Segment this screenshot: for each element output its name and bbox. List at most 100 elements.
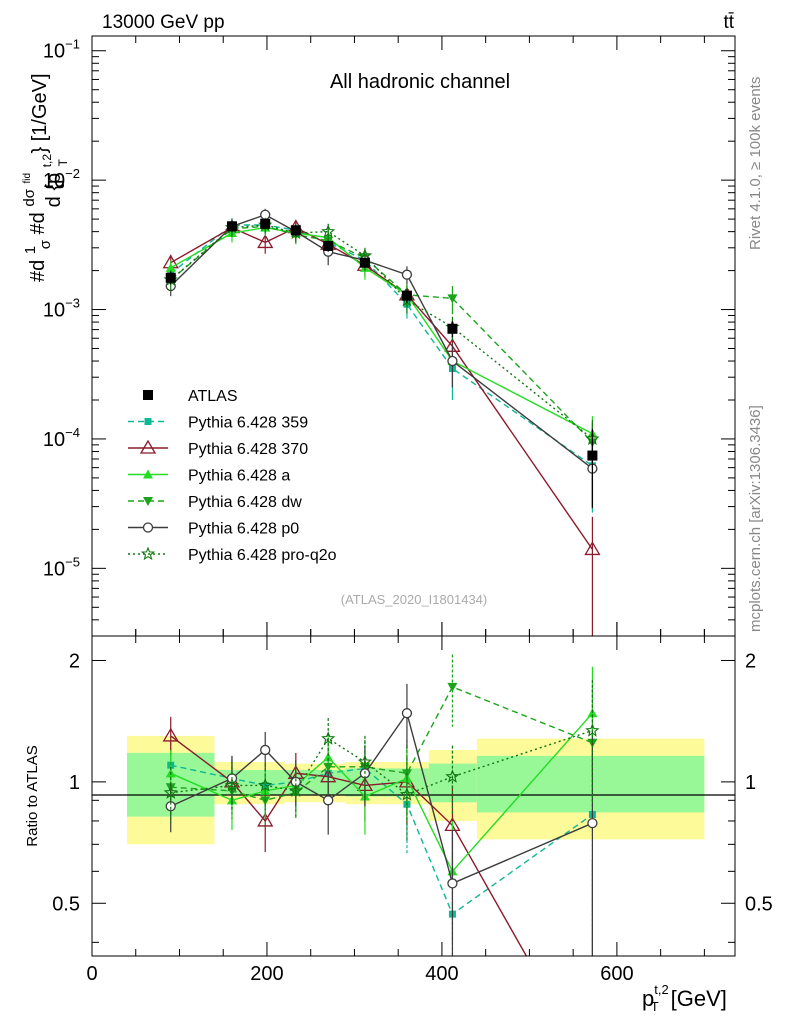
y-tick-base: 10: [43, 429, 65, 451]
top-panel-frame: [91, 35, 736, 637]
x-tick-label: 200: [250, 963, 283, 985]
ratio-point-pq2o: [224, 777, 240, 792]
y-tick-label: 10−4: [43, 425, 80, 451]
ylabel-dp: d {p: [43, 173, 65, 207]
series-atlas: [165, 218, 598, 508]
legend-label-pdw: Pythia 6.428 dw: [188, 494, 302, 511]
series-pdw: [165, 219, 598, 474]
ratio-point-pq2o: [258, 777, 273, 792]
data-point-pdw: [447, 294, 458, 304]
x-label-p: p: [642, 986, 654, 1011]
legend-label-pa: Pythia 6.428 a: [188, 468, 290, 485]
series-line-pq2o: [170, 224, 593, 440]
ratio-point-pp0: [447, 878, 458, 889]
series-line-p359: [170, 224, 593, 467]
mcplots-credit-text: mcplots.cern.ch [arXiv:1306.3436]: [747, 405, 764, 632]
ratio-y-tick-label-right: 1: [745, 772, 756, 794]
x-tick-label: 400: [425, 963, 458, 985]
legend: ATLAS Pythia 6.428 359 Pythia 6.428 370 Pyt…: [128, 388, 337, 564]
legend-marker-p370: [139, 439, 157, 454]
y-tick-base: 10: [43, 41, 65, 63]
plot-title: All hadronic channel: [330, 71, 510, 93]
data-point-atlas: [401, 290, 412, 301]
ratio-point-pa: [323, 752, 334, 762]
ratio-y-tick-label: 2: [69, 650, 80, 672]
ratio-point-pq2o: [321, 731, 336, 745]
data-point-atlas: [260, 218, 271, 229]
x-label-sup: t,2: [654, 982, 668, 997]
ratio-y-tick-label: 0.5: [52, 893, 80, 915]
legend-marker-pq2o: [140, 546, 156, 561]
legend-label-atlas: ATLAS: [188, 388, 238, 405]
legend-marker-p359: [144, 418, 152, 425]
ylabel-one: 1: [22, 246, 39, 254]
rivet-version-text: Rivet 4.1.0, ≥ 100k events: [747, 77, 764, 250]
ratio-y-tick-label-right: 2: [745, 650, 756, 672]
x-tick-label: 600: [600, 963, 633, 985]
data-point-pp0: [401, 269, 413, 280]
legend-marker-pa: [143, 469, 153, 479]
ratio-point-pdw: [323, 762, 334, 772]
ratio-point-pdw: [447, 682, 458, 692]
y-tick-label: 10−2: [43, 166, 80, 192]
data-point-atlas: [290, 225, 301, 236]
data-point-pp0: [447, 355, 458, 367]
ratio-panel-frame: [91, 635, 736, 957]
header-energy: 13000 GeV pp: [102, 12, 225, 33]
y-tick-exp: −2: [65, 166, 80, 181]
top-y-axis-label: #d 1 σ #d dσ fid d {p t,2 T } [1/GeV]: [13, 73, 72, 282]
legend-marker-atlas: [143, 390, 153, 400]
y-tick-exp: −3: [65, 296, 80, 311]
y-tick-label: 10−1: [43, 37, 80, 63]
y-tick-exp: −5: [65, 554, 80, 569]
y-tick-exp: −1: [65, 37, 80, 52]
x-axis-label: pt,2 T [GeV]: [642, 982, 727, 1014]
y-tick-base: 10: [43, 300, 65, 322]
legend-label-p359: Pythia 6.428 359: [188, 415, 308, 432]
legend-label-pp0: Pythia 6.428 p0: [188, 521, 299, 538]
legend-marker-pdw: [143, 497, 153, 506]
ratio-point-pp0: [323, 795, 334, 806]
data-point-p370: [584, 541, 601, 556]
ratio-point-pq2o: [357, 754, 373, 769]
ylabel-hash-d2: #d: [27, 212, 49, 234]
ratio-point-p370: [162, 727, 179, 742]
ratio-ticks: 2 2 1 1 0.5 0.5: [52, 650, 773, 943]
ratio-series-pp0: [165, 683, 598, 956]
data-point-p370: [257, 234, 274, 249]
data-point-atlas: [587, 450, 598, 461]
data-point-atlas: [359, 257, 370, 268]
ratio-point-pp0: [401, 708, 413, 719]
data-point-atlas: [226, 221, 237, 232]
ratio-point-pq2o: [445, 769, 460, 783]
top-series: [162, 208, 601, 636]
y-tick-label: 10−3: [43, 296, 80, 322]
ratio-point-pq2o: [585, 723, 600, 737]
x-label-unit: [GeV]: [671, 986, 727, 1011]
ratio-y-tick-label-right: 0.5: [745, 893, 773, 915]
ratio-line-pdw: [170, 686, 593, 802]
series-pp0: [165, 208, 598, 509]
data-point-pq2o: [321, 224, 336, 238]
ylabel-t2: t,2: [40, 154, 54, 168]
svg-text:#d 1 σ: #d 1 σ #d dσ fid d {p t,2 T } [1/GeV]: [13, 73, 72, 282]
data-point-atlas: [165, 272, 176, 283]
ratio-series-pq2o: [163, 679, 600, 842]
series-line-pdw: [170, 225, 593, 443]
analysis-id: (ATLAS_2020_I1801434): [341, 592, 487, 607]
top-ticks: [92, 50, 735, 637]
uncertainty-band-inner: [476, 755, 705, 813]
ylabel-dsigma: dσ: [21, 188, 38, 206]
ratio-point-p370: [257, 812, 274, 827]
ratio-y-axis-label: Ratio to ATLAS: [24, 745, 41, 846]
data-point-atlas: [447, 323, 458, 334]
legend-marker-pp0: [142, 522, 154, 533]
ratio-point-pq2o: [399, 787, 415, 801]
ratio-point-pp0: [165, 801, 176, 812]
legend-label-p370: Pythia 6.428 370: [188, 441, 308, 458]
x-tick-label: 0: [86, 963, 97, 985]
ratio-series: [162, 654, 600, 956]
ratio-point-pq2o: [163, 785, 178, 799]
ylabel-fid: fid: [22, 173, 33, 184]
